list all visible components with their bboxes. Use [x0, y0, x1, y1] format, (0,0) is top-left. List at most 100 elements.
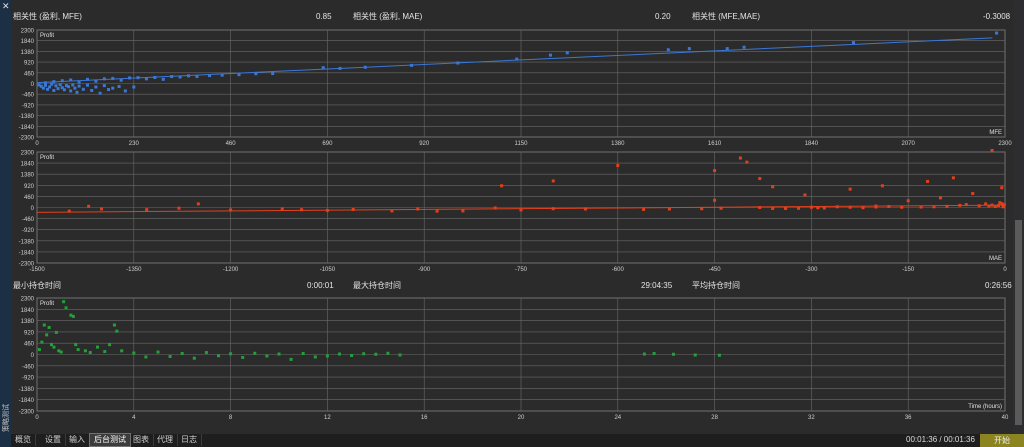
data-point: [945, 204, 949, 208]
x-axis-label: MFE: [989, 130, 1002, 136]
vertical-scrollbar[interactable]: [1013, 0, 1024, 434]
y-axis-label: Profit: [40, 301, 54, 307]
data-point: [584, 207, 588, 211]
y-tick-label: 0: [31, 82, 35, 88]
stat-value: 29:04:35: [641, 281, 673, 290]
data-point: [719, 206, 723, 210]
data-point: [390, 209, 394, 213]
y-tick-label: 460: [24, 342, 35, 348]
data-point: [666, 48, 670, 52]
y-tick-label: 1840: [21, 308, 35, 314]
y-tick-label: -460: [22, 217, 35, 223]
data-point: [52, 345, 56, 349]
data-point: [993, 205, 997, 209]
data-point: [83, 349, 87, 353]
y-tick-label: -2300: [19, 136, 35, 142]
data-point: [932, 205, 936, 209]
data-point: [771, 185, 775, 189]
data-point: [71, 314, 75, 318]
data-point: [758, 206, 762, 209]
y-axis-label: Profit: [40, 155, 54, 161]
data-point: [178, 75, 182, 79]
stat-label: 平均持仓时间: [692, 281, 740, 290]
data-point: [642, 352, 646, 356]
data-point: [54, 330, 58, 334]
stat-value: 0:26:56: [985, 281, 1012, 290]
panel-title: 策略测试: [1, 372, 10, 432]
data-point: [48, 85, 52, 89]
tab-1[interactable]: 设置: [41, 434, 66, 446]
data-point: [59, 350, 63, 354]
data-point: [81, 87, 85, 91]
data-point: [551, 179, 555, 183]
x-tick-label: -1350: [126, 267, 142, 273]
tab-3[interactable]: 后台测试: [89, 433, 131, 447]
data-point: [277, 352, 281, 356]
y-tick-label: -1840: [19, 250, 35, 256]
y-tick-label: 2300: [21, 29, 35, 35]
data-point: [108, 343, 112, 347]
data-point: [43, 83, 47, 87]
data-point: [350, 353, 354, 357]
data-point: [351, 207, 355, 211]
data-point: [111, 76, 115, 80]
x-tick-label: 0: [1003, 267, 1007, 273]
data-point: [64, 84, 68, 88]
data-point: [128, 76, 132, 80]
scrollbar-thumb[interactable]: [1015, 220, 1022, 425]
y-tick-label: 920: [24, 330, 35, 336]
data-point: [41, 86, 45, 90]
data-point: [87, 204, 91, 208]
tab-0[interactable]: 概览: [11, 434, 36, 446]
data-point: [926, 179, 930, 183]
data-point: [195, 75, 199, 79]
data-point: [548, 53, 552, 57]
data-point: [822, 206, 826, 210]
tab-2[interactable]: 输入: [65, 434, 90, 446]
data-point: [742, 45, 746, 49]
x-tick-label: 36: [905, 415, 912, 421]
data-point: [50, 82, 54, 86]
data-point: [803, 193, 807, 197]
data-point: [971, 192, 975, 196]
y-tick-label: 1840: [21, 162, 35, 168]
data-point: [241, 355, 245, 359]
x-tick-label: 40: [1002, 415, 1009, 421]
data-point: [102, 84, 106, 88]
data-point: [119, 78, 123, 82]
y-tick-label: 0: [31, 353, 35, 359]
data-point: [76, 348, 80, 352]
data-point: [220, 73, 224, 77]
y-axis-label: Profit: [40, 33, 54, 39]
x-tick-label: -750: [515, 267, 528, 273]
x-tick-label: 1840: [805, 141, 819, 147]
start-button[interactable]: 开始: [980, 434, 1024, 447]
x-tick-label: -1200: [223, 267, 239, 273]
data-point: [77, 80, 81, 84]
data-point: [132, 351, 136, 355]
data-point: [74, 343, 78, 347]
x-tick-label: 4: [132, 415, 136, 421]
data-point: [115, 329, 119, 333]
tab-4[interactable]: 图表: [129, 434, 154, 446]
data-point: [1002, 203, 1006, 207]
data-point: [386, 351, 390, 355]
data-point: [338, 352, 341, 356]
data-point: [204, 351, 208, 355]
data-point: [848, 187, 852, 191]
x-tick-label: 8: [229, 415, 233, 421]
data-point: [54, 84, 58, 88]
data-point: [123, 89, 127, 93]
tester-graph-panel: 相关性 (盈利, MFE) 0.85 相关性 (盈利, MAE) 0.20 相关…: [11, 0, 1013, 434]
tab-6[interactable]: 日志: [177, 434, 202, 446]
data-point: [60, 86, 64, 90]
data-point: [111, 86, 115, 90]
data-point: [94, 85, 98, 89]
data-point: [67, 209, 71, 213]
data-point: [938, 196, 942, 200]
close-icon[interactable]: ✕: [2, 1, 10, 11]
data-point: [642, 207, 646, 211]
tab-5[interactable]: 代理: [153, 434, 178, 446]
x-tick-label: 0: [35, 415, 39, 421]
y-tick-label: 0: [31, 206, 35, 212]
